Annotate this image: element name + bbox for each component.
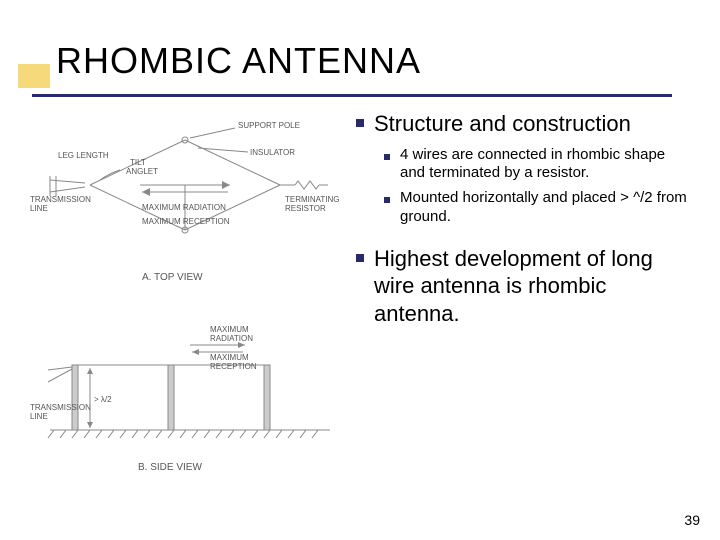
- bullet-structure: Structure and construction: [356, 110, 690, 138]
- title-accent: [18, 64, 50, 88]
- label-max-reception-top: MAXIMUM RECEPTION: [142, 217, 230, 226]
- label-transmission-line-top: TRANSMISSIONLINE: [30, 195, 91, 213]
- bullet-text: Highest development of long wire antenna…: [374, 245, 690, 328]
- bullet-text: Mounted horizontally and placed > ^/2 fr…: [400, 189, 690, 227]
- label-leg-length: LEG LENGTH: [58, 151, 109, 160]
- label-transmission-line-side: TRANSMISSIONLINE: [30, 403, 91, 421]
- label-height: > λ/2: [94, 395, 112, 404]
- slide-title: RHOMBIC ANTENNA: [56, 40, 421, 82]
- label-tilt: TILT: [130, 158, 146, 167]
- bullet-icon: [384, 197, 390, 203]
- label-max-radiation-side: MAXIMUMRADIATION: [210, 325, 253, 343]
- diagram-column: SUPPORT POLE INSULATOR LEG LENGTH TILT A…: [30, 110, 350, 490]
- sub-bullet-mounted: Mounted horizontally and placed > ^/2 fr…: [384, 189, 690, 227]
- sub-bullets: 4 wires are connected in rhombic shape a…: [356, 146, 690, 227]
- bullet-icon: [356, 119, 364, 127]
- label-terminating-resistor: TERMINATINGRESISTOR: [285, 195, 340, 213]
- title-underline: [32, 94, 672, 97]
- content-area: SUPPORT POLE INSULATOR LEG LENGTH TILT A…: [30, 110, 690, 490]
- page-number: 39: [684, 512, 700, 528]
- antenna-diagram: SUPPORT POLE INSULATOR LEG LENGTH TILT A…: [30, 110, 350, 490]
- text-column: Structure and construction 4 wires are c…: [350, 110, 690, 490]
- bullet-text: 4 wires are connected in rhombic shape a…: [400, 146, 690, 184]
- label-max-reception-side: MAXIMUMRECEPTION: [210, 353, 257, 371]
- caption-top-view: A. TOP VIEW: [142, 272, 203, 283]
- bullet-highest-dev: Highest development of long wire antenna…: [356, 245, 690, 328]
- bullet-icon: [356, 254, 364, 262]
- label-support-pole: SUPPORT POLE: [238, 121, 300, 130]
- caption-side-view: B. SIDE VIEW: [138, 462, 202, 473]
- label-max-radiation-top: MAXIMUM RADIATION: [142, 203, 226, 212]
- bullet-text: Structure and construction: [374, 110, 631, 138]
- label-insulator: INSULATOR: [250, 148, 295, 157]
- bullet-icon: [384, 154, 390, 160]
- slide: RHOMBIC ANTENNA: [0, 0, 720, 540]
- sub-bullet-wires: 4 wires are connected in rhombic shape a…: [384, 146, 690, 184]
- label-anglet: ANGLET: [126, 167, 158, 176]
